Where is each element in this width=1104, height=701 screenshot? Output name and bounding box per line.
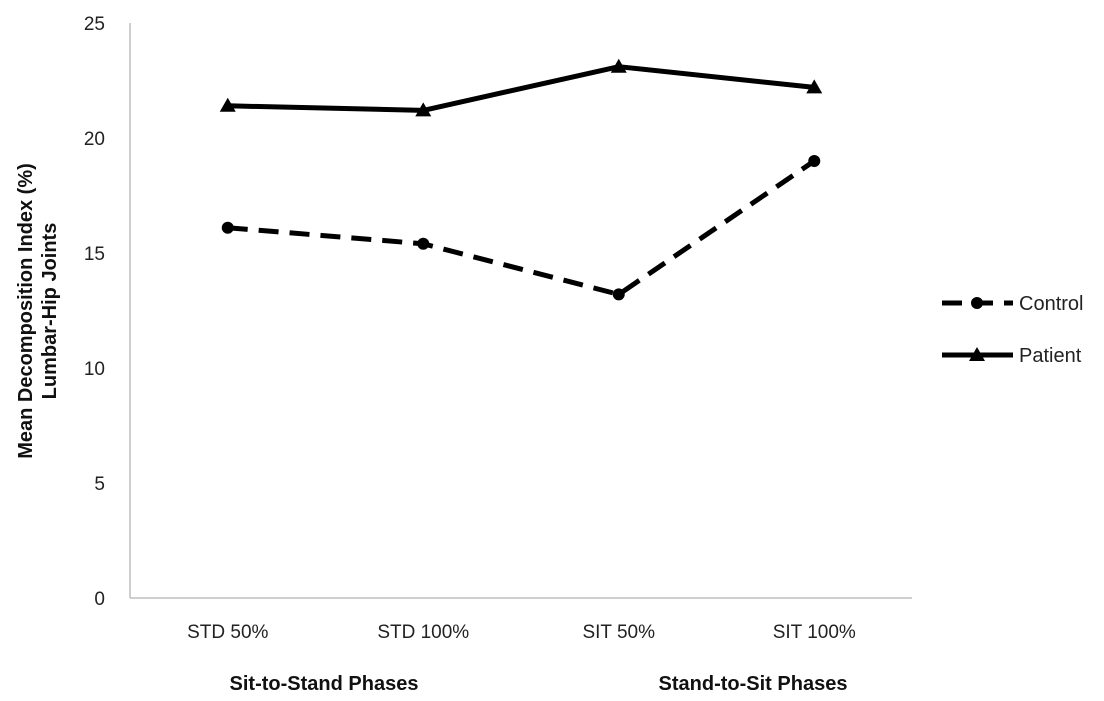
y-tick-label: 25 [84,14,105,35]
legend-label-control: Control [1019,293,1083,315]
y-tick-labels: 0 5 10 15 20 25 [84,14,105,610]
data-point-patient [806,79,823,94]
data-point-patient [219,97,236,112]
series-line-control [227,158,816,297]
data-point-control [808,155,821,167]
legend-marker-control [971,297,983,309]
y-tick-label: 10 [84,359,105,380]
x-tick-labels: STD 50% STD 100% SIT 50% SIT 100% [187,622,856,643]
legend-marker-patient [969,347,985,361]
x-group-label-sit-to-stand: Sit-to-Stand Phases [230,673,419,695]
y-axis-title: Mean Decomposition Index (%) Lumbar-Hip … [15,163,61,459]
y-axis-title-line-2: Lumbar-Hip Joints [39,223,61,400]
axes [129,23,912,599]
legend-label-patient: Patient [1019,345,1082,367]
legend: Control Patient [942,293,1083,367]
data-point-control [221,221,234,234]
x-tick-label: STD 50% [187,622,268,643]
y-axis-title-line-1: Mean Decomposition Index (%) [15,163,37,459]
data-point-control [612,288,625,301]
y-tick-label: 5 [94,474,105,495]
data-point-patient [415,102,432,117]
data-point-patient [610,58,627,73]
x-tick-label: SIT 100% [773,622,856,643]
data-point-control [417,237,430,250]
x-tick-label: STD 100% [377,622,469,643]
y-tick-label: 20 [84,129,105,150]
y-tick-label: 0 [94,589,105,610]
y-tick-label: 15 [84,244,105,265]
x-tick-label: SIT 50% [582,622,655,643]
x-group-label-stand-to-sit: Stand-to-Sit Phases [659,673,848,695]
series-group [219,58,823,301]
series-line-patient [227,64,815,113]
